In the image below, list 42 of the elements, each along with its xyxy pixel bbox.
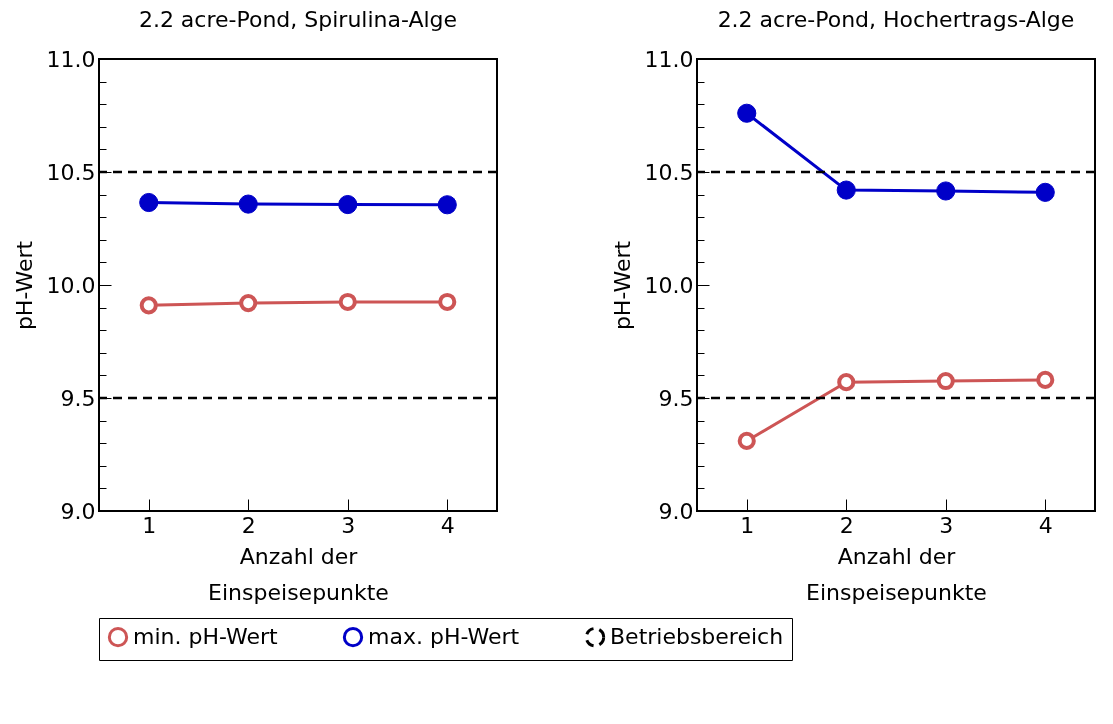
point	[438, 292, 457, 312]
legend-label: min. pH-Wert	[133, 624, 279, 650]
x-tick-label: 3	[341, 512, 356, 538]
chart-title: 2.2 acre-Pond, Spirulina-Alge	[138, 7, 458, 32]
y-tick-label: 10.5	[46, 159, 96, 185]
point	[737, 431, 756, 450]
y-axis-title: pH-Wert	[609, 240, 635, 331]
point	[338, 292, 357, 312]
point	[1035, 182, 1055, 202]
point	[1036, 370, 1055, 389]
point	[239, 294, 258, 313]
x-tick-label: 4	[1038, 512, 1053, 538]
y-tick-label: 9.0	[60, 498, 96, 524]
x-tick-label: 1	[142, 512, 157, 538]
y-tick-label: 10.0	[644, 272, 694, 298]
point	[837, 373, 856, 392]
x-tick-label: 2	[839, 512, 854, 538]
y-tick-label: 11.0	[644, 46, 694, 72]
x-tick-label: 1	[740, 512, 755, 538]
x-tick-label: 4	[440, 512, 455, 538]
point	[139, 192, 159, 213]
x-tick-label: 2	[241, 512, 256, 538]
x-tick-label: 3	[939, 512, 954, 538]
x-axis-title: Anzahl der Einspeisepunkte	[806, 543, 987, 605]
y-tick-label: 11.0	[46, 46, 96, 72]
y-tick-label: 10.5	[644, 159, 694, 185]
point	[338, 194, 358, 215]
y-tick-label: 9.5	[658, 385, 694, 411]
point	[737, 103, 757, 123]
y-axis-title: pH-Wert	[11, 240, 37, 331]
y-tick-label: 9.5	[60, 385, 96, 411]
legend-label: Betriebsbereich	[610, 624, 784, 650]
point	[836, 180, 856, 200]
point	[936, 181, 956, 201]
point	[238, 194, 258, 214]
legend-label: max. pH-Wert	[368, 624, 520, 650]
point	[139, 296, 158, 315]
point	[936, 371, 955, 391]
point	[437, 195, 457, 215]
y-tick-label: 10.0	[46, 272, 96, 298]
y-tick-label: 9.0	[658, 498, 694, 524]
chart-title: 2.2 acre-Pond, Hochertrags-Alge	[717, 7, 1075, 32]
